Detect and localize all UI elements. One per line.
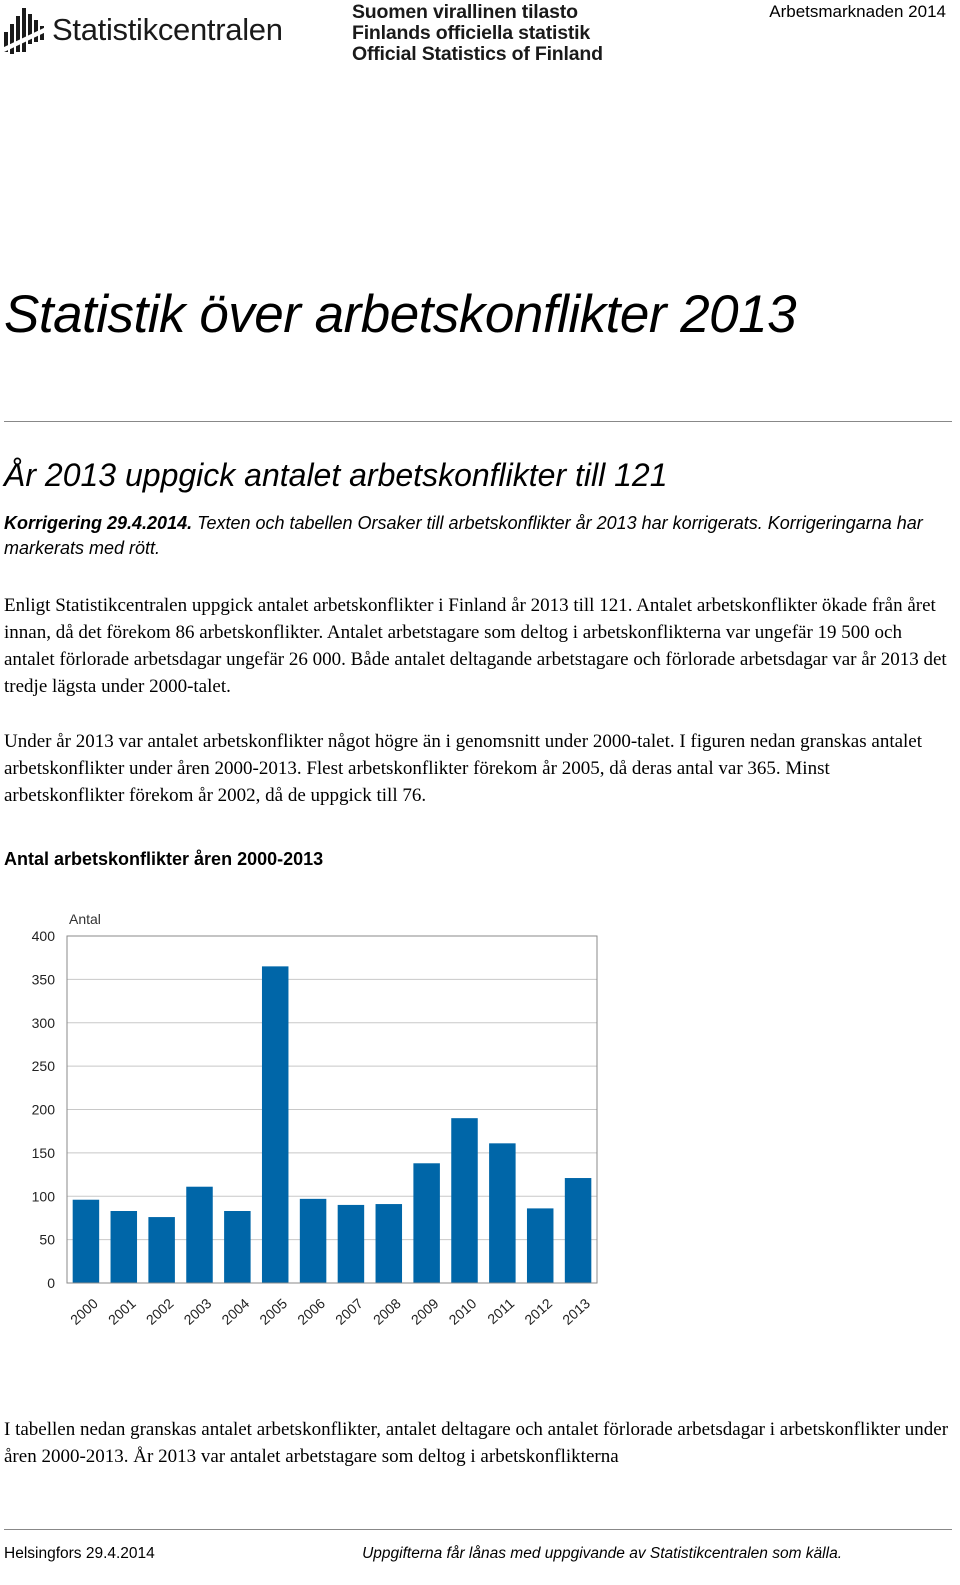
y-tick-label: 0 bbox=[47, 1275, 55, 1291]
y-tick-label: 400 bbox=[32, 928, 56, 944]
x-tick-label-2009: 2009 bbox=[408, 1295, 442, 1328]
body-paragraph-1: Enligt Statistikcentralen uppgick antale… bbox=[4, 595, 947, 697]
y-tick-label: 350 bbox=[32, 971, 56, 987]
body-paragraph-3: I tabellen nedan granskas antalet arbets… bbox=[4, 1419, 949, 1467]
x-tick-label-2001: 2001 bbox=[105, 1295, 139, 1328]
bar-2008 bbox=[375, 1204, 403, 1283]
plot-frame bbox=[66, 935, 598, 1284]
statistics-finland-bars-icon bbox=[2, 8, 48, 54]
x-tick-label-2000: 2000 bbox=[67, 1295, 101, 1328]
x-tick-label-2011: 2011 bbox=[484, 1295, 517, 1327]
footer-copyright: Uppgifterna får lånas med uppgivande av … bbox=[362, 1545, 842, 1562]
bar-2001 bbox=[110, 1210, 138, 1283]
bar-2004 bbox=[224, 1210, 251, 1283]
correction-date: Korrigering 29.4.2014. bbox=[4, 513, 193, 533]
x-tick-label-2007: 2007 bbox=[332, 1295, 366, 1328]
bar-2002 bbox=[148, 1217, 175, 1283]
y-tick-label: 200 bbox=[32, 1102, 56, 1118]
y-tick-label: 100 bbox=[32, 1188, 56, 1204]
bar-2009 bbox=[413, 1163, 440, 1283]
x-tick-label-2003: 2003 bbox=[181, 1295, 215, 1328]
tagline-line-fi: Suomen virallinen tilasto bbox=[352, 1, 578, 23]
x-tick-label-2004: 2004 bbox=[218, 1295, 252, 1328]
bar-2003 bbox=[186, 1186, 213, 1283]
bar-2007 bbox=[337, 1204, 365, 1283]
y-tick-label: 250 bbox=[32, 1058, 56, 1074]
bar-2012 bbox=[526, 1208, 554, 1283]
x-tick-label-2010: 2010 bbox=[446, 1295, 480, 1328]
official-statistics-tagline: Suomen virallinen tilasto Finlands offic… bbox=[352, 2, 603, 65]
x-tick-label-2012: 2012 bbox=[521, 1295, 555, 1328]
tagline-line-en: Official Statistics of Finland bbox=[352, 43, 603, 65]
title-divider bbox=[4, 421, 952, 422]
tagline-line-sv: Finlands officiella statistik bbox=[352, 22, 591, 44]
bar-2005 bbox=[261, 966, 289, 1283]
bar-2000 bbox=[72, 1199, 100, 1283]
footer-divider bbox=[4, 1529, 952, 1530]
x-tick-label-2006: 2006 bbox=[294, 1295, 328, 1328]
y-axis-label: Antal bbox=[69, 911, 101, 927]
y-tick-label: 300 bbox=[32, 1015, 56, 1031]
bar-2011 bbox=[489, 1143, 516, 1283]
correction-text: Texten och tabellen Orsaker till arbetsk… bbox=[4, 513, 923, 558]
document-title: Statistik över arbetskonflikter 2013 bbox=[4, 285, 797, 344]
bar-2013 bbox=[564, 1178, 592, 1283]
bar-2006 bbox=[299, 1198, 327, 1283]
bar-2010 bbox=[451, 1118, 478, 1283]
x-tick-label-2002: 2002 bbox=[143, 1295, 177, 1328]
y-tick-label: 50 bbox=[39, 1232, 55, 1248]
publication-series: Arbetsmarknaden 2014 bbox=[769, 2, 946, 21]
statistics-finland-logo: Statistikcentralen bbox=[2, 4, 292, 56]
x-tick-label-2005: 2005 bbox=[256, 1295, 290, 1328]
logo-wordmark: Statistikcentralen bbox=[52, 12, 283, 47]
y-tick-label: 150 bbox=[32, 1145, 56, 1161]
body-paragraph-2: Under år 2013 var antalet arbetskonflikt… bbox=[4, 731, 923, 806]
lead-heading: År 2013 uppgick antalet arbetskonflikter… bbox=[4, 457, 668, 493]
correction-notice: Korrigering 29.4.2014. Texten och tabell… bbox=[4, 511, 949, 561]
footer-place-date: Helsingfors 29.4.2014 bbox=[4, 1545, 155, 1562]
chart-heading: Antal arbetskonflikter åren 2000-2013 bbox=[4, 849, 324, 869]
x-tick-label-2013: 2013 bbox=[559, 1295, 593, 1328]
x-tick-label-2008: 2008 bbox=[370, 1295, 404, 1328]
